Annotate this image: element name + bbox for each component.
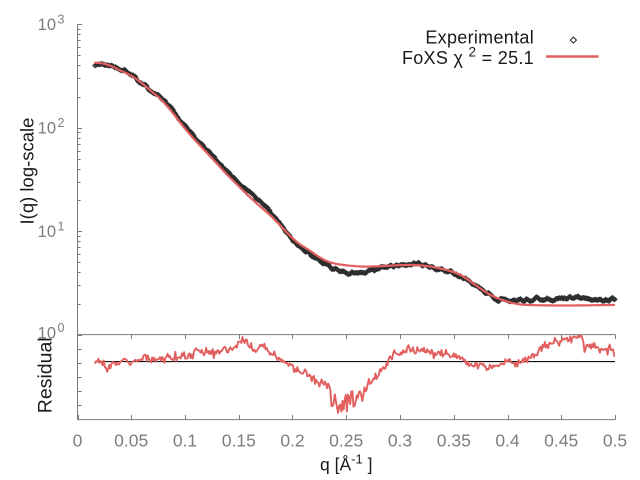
svg-text:1: 1 (58, 219, 65, 233)
svg-text:2: 2 (58, 116, 65, 130)
svg-text:q [Å-1 ]: q [Å-1 ] (320, 452, 372, 475)
svg-text:10: 10 (38, 16, 56, 34)
svg-text:0.5: 0.5 (603, 430, 627, 450)
svg-text:0.4: 0.4 (495, 430, 520, 450)
svg-text:0.3: 0.3 (388, 430, 412, 450)
svg-text:0.45: 0.45 (544, 430, 578, 450)
svg-text:Residual: Residual (35, 337, 57, 413)
svg-text:3: 3 (58, 12, 65, 26)
svg-text:FoXS χ 2 = 25.1: FoXS χ 2 = 25.1 (402, 44, 534, 68)
svg-text:0.25: 0.25 (329, 430, 363, 450)
svg-text:0: 0 (58, 321, 65, 335)
svg-text:0.2: 0.2 (280, 430, 304, 450)
svg-text:0.15: 0.15 (222, 430, 256, 450)
svg-text:10: 10 (38, 223, 56, 241)
svg-text:0.1: 0.1 (173, 430, 197, 450)
svg-text:0.05: 0.05 (114, 430, 148, 450)
svg-text:0: 0 (73, 430, 83, 450)
svg-text:I(q) log-scale: I(q) log-scale (17, 118, 38, 225)
svg-text:Experimental: Experimental (425, 27, 534, 47)
svg-text:10: 10 (38, 325, 56, 343)
svg-text:10: 10 (38, 120, 56, 138)
svg-text:0.35: 0.35 (437, 430, 471, 450)
